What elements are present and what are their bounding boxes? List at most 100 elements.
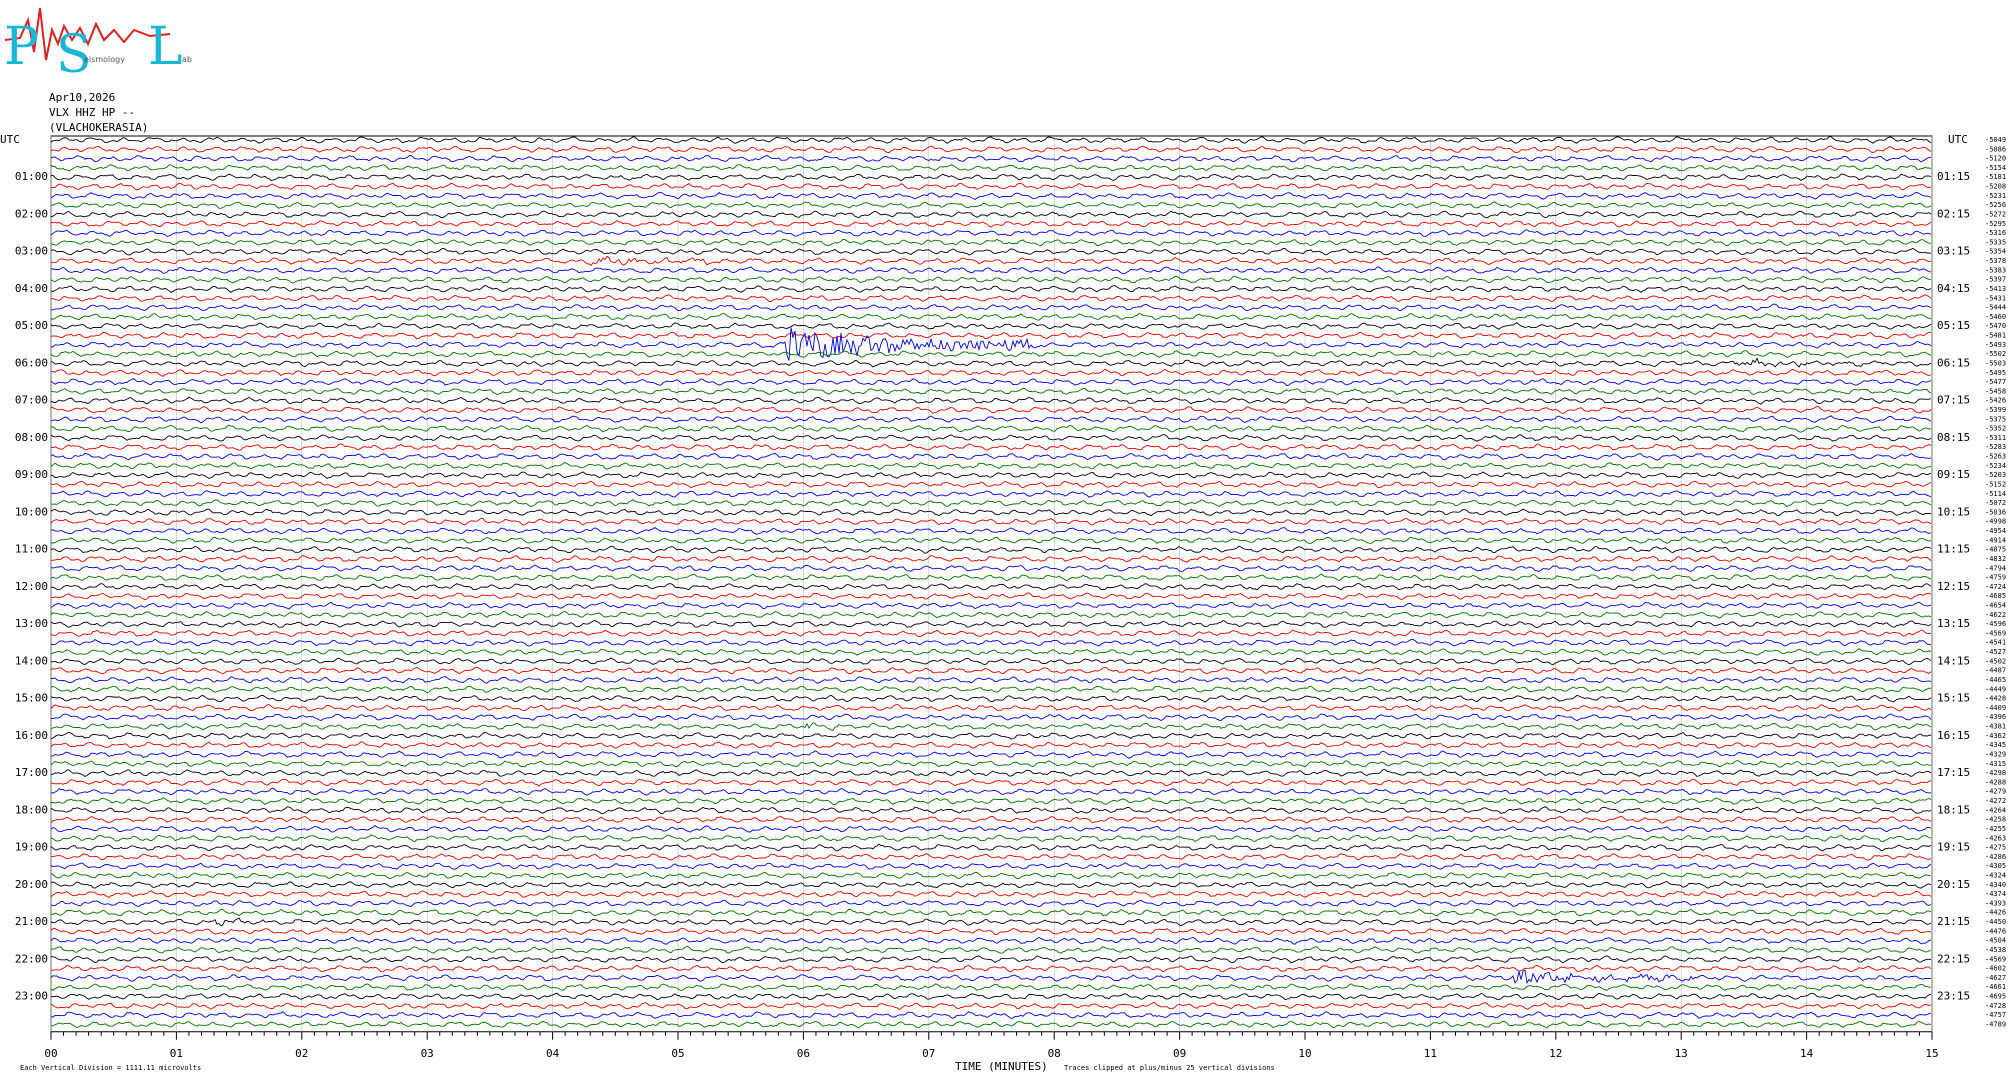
seismic-trace xyxy=(50,1020,1932,1029)
clip-note: Traces clipped at plus/minus 25 vertical… xyxy=(1064,1064,1275,1072)
seismic-trace xyxy=(50,731,1932,740)
trace-offset: -5120 xyxy=(1985,155,2006,163)
trace-offset: -5234 xyxy=(1985,462,2006,470)
right-time-label: 05:15 xyxy=(1937,319,1970,332)
trace-offset: -5231 xyxy=(1985,192,2006,200)
traces xyxy=(50,136,1932,1029)
seismic-trace xyxy=(50,555,1932,564)
seismic-trace xyxy=(50,787,1932,796)
left-axis-title: UTC xyxy=(0,133,20,146)
seismic-trace xyxy=(50,517,1932,526)
seismic-trace xyxy=(50,666,1932,675)
seismic-trace xyxy=(50,908,1932,917)
trace-offset: -5086 xyxy=(1985,145,2006,153)
logo-letter: S xyxy=(56,25,92,85)
seismic-trace xyxy=(50,611,1932,619)
trace-offset: -5502 xyxy=(1985,350,2006,358)
trace-offset: -5114 xyxy=(1985,490,2006,498)
left-time-label: 22:00 xyxy=(15,952,48,965)
seismic-trace xyxy=(50,238,1932,247)
trace-offset: -4465 xyxy=(1985,676,2006,684)
x-tick-label: 00 xyxy=(44,1047,57,1060)
x-axis-title: TIME (MINUTES) xyxy=(955,1060,1048,1073)
seismic-trace xyxy=(50,592,1932,601)
seismic-trace xyxy=(50,694,1932,703)
logo-letter: P xyxy=(4,17,39,77)
seismic-trace xyxy=(50,704,1932,712)
seismic-trace xyxy=(50,601,1932,610)
trace-offset: -4396 xyxy=(1985,713,2006,721)
trace-offset: -5354 xyxy=(1985,248,2006,256)
seismic-trace xyxy=(50,759,1932,768)
trace-offset: -4428 xyxy=(1985,695,2006,703)
trace-offset: -5375 xyxy=(1985,415,2006,423)
seismic-trace xyxy=(50,964,1932,973)
trace-offset: -5399 xyxy=(1985,406,2006,414)
x-tick-label: 09 xyxy=(1173,1047,1186,1060)
seismic-trace xyxy=(50,313,1932,321)
seismic-trace xyxy=(50,815,1932,824)
trace-offset: -5272 xyxy=(1985,210,2006,218)
trace-offset: -4757 xyxy=(1985,1011,2006,1019)
seismic-trace xyxy=(50,583,1932,592)
trace-offset: -4538 xyxy=(1985,946,2006,954)
trace-offset: -5036 xyxy=(1985,508,2006,516)
trace-offset: -5295 xyxy=(1985,220,2006,228)
scale-note: Each Vertical Division = 1111.11 microvo… xyxy=(20,1064,201,1072)
trace-offset: -4602 xyxy=(1985,965,2006,973)
x-tick-label: 01 xyxy=(170,1047,183,1060)
seismic-trace xyxy=(50,917,1932,927)
left-time-label: 19:00 xyxy=(15,841,48,854)
trace-offset: -4305 xyxy=(1985,862,2006,870)
trace-offset: -4255 xyxy=(1985,825,2006,833)
left-time-label: 21:00 xyxy=(15,915,48,928)
left-time-label: 11:00 xyxy=(15,543,48,556)
seismic-trace xyxy=(50,657,1932,666)
logo-caption: ab xyxy=(182,55,192,64)
seismic-trace xyxy=(50,778,1932,787)
seismic-trace xyxy=(50,843,1932,852)
trace-offset: -5383 xyxy=(1985,266,2006,274)
trace-offset: -4661 xyxy=(1985,983,2006,991)
seismic-trace xyxy=(50,255,1932,267)
seismic-trace xyxy=(50,936,1932,945)
x-tick-label: 13 xyxy=(1675,1047,1688,1060)
x-tick-label: 08 xyxy=(1048,1047,1061,1060)
seismic-trace xyxy=(50,834,1932,843)
x-tick-label: 07 xyxy=(922,1047,935,1060)
seismic-trace xyxy=(50,722,1932,731)
trace-offset: -4409 xyxy=(1985,704,2006,712)
left-time-label: 18:00 xyxy=(15,803,48,816)
seismic-trace xyxy=(50,350,1932,359)
trace-offset: -4654 xyxy=(1985,602,2006,610)
left-time-label: 12:00 xyxy=(15,580,48,593)
seismic-trace xyxy=(50,685,1932,694)
seismic-trace xyxy=(50,145,1932,154)
trace-offset: -5493 xyxy=(1985,341,2006,349)
trace-offset: -4569 xyxy=(1985,955,2006,963)
seismic-trace xyxy=(50,322,1932,330)
trace-offset: -4695 xyxy=(1985,993,2006,1001)
seismic-trace xyxy=(50,471,1932,479)
right-time-label: 21:15 xyxy=(1937,915,1970,928)
trace-offset: -5378 xyxy=(1985,257,2006,265)
trace-offset: -5208 xyxy=(1985,183,2006,191)
x-tick-label: 04 xyxy=(546,1047,560,1060)
trace-offset: -4272 xyxy=(1985,797,2006,805)
seismic-trace xyxy=(50,862,1932,870)
x-tick-label: 05 xyxy=(671,1047,684,1060)
seismic-trace xyxy=(51,713,1932,722)
trace-offset: -4393 xyxy=(1985,899,2006,907)
right-time-label: 14:15 xyxy=(1937,654,1970,667)
trace-offset: -4362 xyxy=(1985,732,2006,740)
seismic-trace xyxy=(50,480,1932,489)
seismic-trace xyxy=(50,648,1932,656)
left-time-label: 23:00 xyxy=(15,990,48,1003)
seismic-trace xyxy=(50,489,1932,498)
trace-offset: -5413 xyxy=(1985,285,2006,293)
seismic-trace xyxy=(50,638,1932,647)
seismic-trace xyxy=(50,415,1932,424)
trace-offset: -5316 xyxy=(1985,229,2006,237)
trace-offset: -5311 xyxy=(1985,434,2006,442)
seismic-trace xyxy=(50,210,1932,219)
